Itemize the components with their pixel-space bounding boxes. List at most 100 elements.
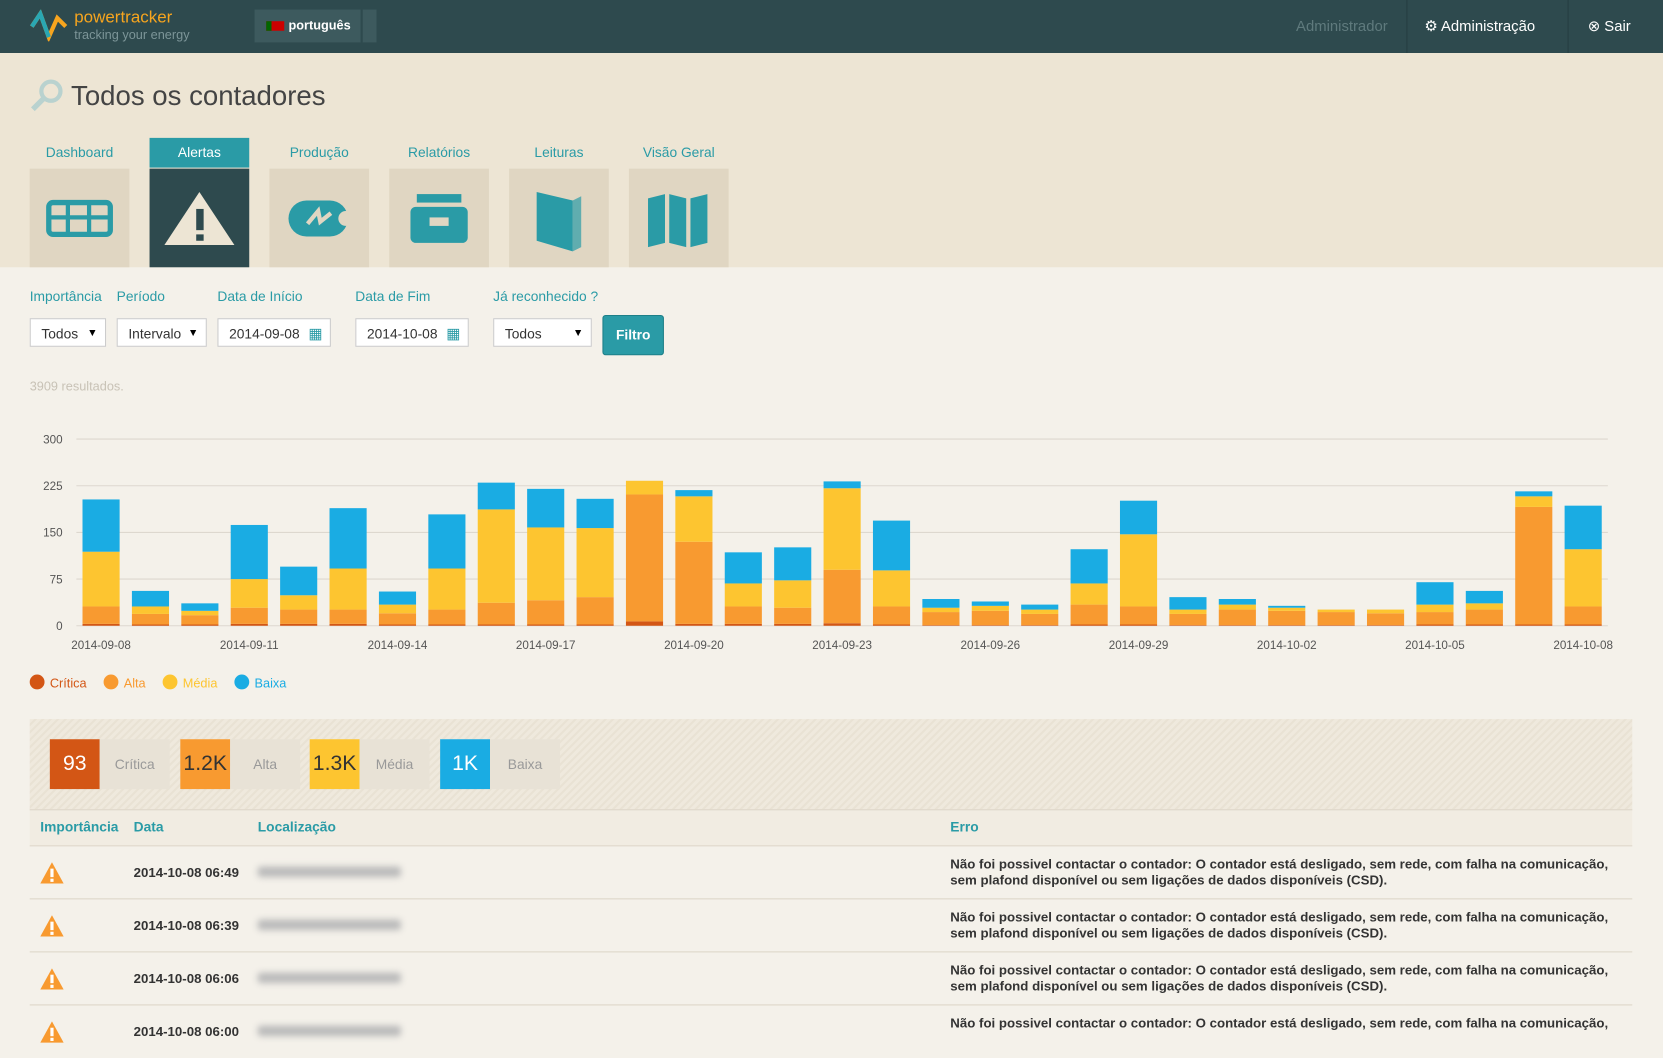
- bar-segment: [1465, 609, 1503, 625]
- calendar-icon: ▦: [308, 324, 323, 342]
- tab-icon-box[interactable]: [269, 168, 370, 268]
- tab-icon-box[interactable]: [149, 168, 250, 268]
- bar-segment: [922, 612, 960, 626]
- bar-segment: [1416, 612, 1454, 625]
- bar-segment: [1416, 604, 1454, 613]
- bar-segment: [1515, 506, 1553, 625]
- tab-label[interactable]: Relatórios: [408, 144, 471, 161]
- filter-control[interactable]: 2014-09-08 ▦: [217, 318, 331, 347]
- column-header[interactable]: Erro: [950, 818, 979, 835]
- x-tick-label: 2014-09-20: [664, 639, 724, 652]
- bar-segment: [1416, 624, 1454, 626]
- filter-label: Já reconhecido ?: [493, 288, 599, 305]
- bar-segment: [230, 579, 268, 608]
- table-row[interactable]: 2014-10-08 06:00 Não foi possivel contact…: [29, 1004, 1633, 1058]
- table-row[interactable]: 2014-10-08 06:39 Não foi possivel contact…: [29, 898, 1633, 953]
- tab-label[interactable]: Visão Geral: [642, 144, 715, 161]
- bar-segment: [181, 624, 219, 626]
- x-tick-label: 2014-10-08: [1553, 639, 1613, 652]
- column-header[interactable]: Importância: [40, 818, 119, 835]
- bar-segment: [1515, 624, 1553, 626]
- legend-swatch: [103, 674, 119, 690]
- summary-count: 1K: [440, 739, 490, 790]
- bar-segment: [1218, 609, 1256, 626]
- bar-segment: [922, 598, 960, 608]
- filter-control[interactable]: 2014-10-08 ▦: [355, 318, 469, 347]
- bar-segment: [527, 624, 565, 626]
- bar-segment: [1021, 625, 1059, 626]
- bar-segment: [1119, 606, 1158, 625]
- bar-segment: [675, 496, 713, 542]
- bar-segment: [378, 604, 417, 614]
- bar-segment: [477, 624, 515, 626]
- bar-segment: [1465, 590, 1503, 604]
- language-caret[interactable]: [362, 9, 377, 43]
- column-header[interactable]: Data: [133, 818, 164, 835]
- bar-segment: [428, 568, 466, 610]
- filter-button[interactable]: Filtro: [602, 314, 664, 356]
- column-header[interactable]: Localização: [257, 818, 336, 835]
- bar-segment: [181, 615, 219, 625]
- filter-control[interactable]: Intervalo ▼: [116, 318, 207, 347]
- results-count: 3909 resultados.: [29, 378, 124, 394]
- tab-icon-box[interactable]: [389, 168, 489, 268]
- bar-segment: [1515, 491, 1553, 497]
- divider: [1406, 0, 1408, 54]
- filter-control[interactable]: Todos ▼: [29, 318, 107, 347]
- x-tick-label: 2014-09-29: [1109, 639, 1169, 652]
- admin-link[interactable]: ⚙ Administração: [1424, 16, 1536, 34]
- bar-segment: [1070, 624, 1108, 626]
- search-icon: [31, 79, 63, 112]
- table-row[interactable]: 2014-10-08 06:49 Não foi possivel contact…: [29, 845, 1633, 900]
- filter-control[interactable]: Todos ▼: [493, 318, 592, 347]
- bar-segment: [82, 551, 120, 607]
- filter-label: Período: [116, 288, 165, 305]
- language-select[interactable]: português: [254, 9, 361, 43]
- table-header: [29, 809, 1633, 847]
- x-tick-label: 2014-09-26: [961, 639, 1021, 652]
- bar-segment: [774, 623, 812, 626]
- legend-swatch: [234, 674, 250, 690]
- table-row[interactable]: 2014-10-08 06:06 Não foi possivel contact…: [29, 951, 1633, 1006]
- bar-segment: [1169, 609, 1207, 614]
- bar-segment: [477, 509, 515, 603]
- bar-segment: [131, 624, 170, 626]
- bar-segment: [428, 609, 466, 625]
- alert-date: 2014-10-08 06:49: [133, 865, 240, 881]
- bar-segment: [477, 602, 515, 625]
- location-blurred: [257, 919, 401, 931]
- bar-segment: [724, 552, 762, 584]
- filter-value: 2014-10-08: [366, 325, 438, 342]
- alert-error: Não foi possivel contactar o contador: O…: [950, 909, 1609, 941]
- x-tick-label: 2014-10-05: [1405, 639, 1465, 652]
- warning-icon: [40, 862, 64, 884]
- tab-label[interactable]: Produção: [289, 144, 349, 161]
- x-tick-label: 2014-09-23: [812, 639, 872, 652]
- tab-label[interactable]: Alertas: [149, 137, 250, 168]
- tab-icon-box[interactable]: [509, 168, 609, 268]
- bar-segment: [1070, 549, 1108, 584]
- bar-segment: [1218, 604, 1256, 610]
- bar-segment: [576, 498, 614, 529]
- bar-segment: [527, 488, 565, 528]
- bar-segment: [280, 595, 318, 610]
- bar-segment: [576, 597, 614, 625]
- tab-label[interactable]: Leituras: [534, 144, 584, 161]
- x-tick-label: 2014-10-02: [1257, 639, 1317, 652]
- bar-segment: [971, 610, 1009, 626]
- tab-icon-box[interactable]: [628, 168, 729, 268]
- bar-segment: [1070, 604, 1108, 625]
- logo-tagline: tracking your energy: [74, 27, 190, 43]
- bar-segment: [378, 624, 417, 626]
- logout-link[interactable]: ⊗ Sair: [1587, 16, 1631, 34]
- bar-segment: [1564, 549, 1602, 607]
- tab-icon-box[interactable]: [29, 168, 130, 268]
- bar-segment: [82, 606, 120, 624]
- bar-segment: [724, 623, 762, 626]
- tab-label[interactable]: Dashboard: [45, 144, 114, 161]
- bar-segment: [82, 499, 120, 552]
- bar-segment: [1317, 625, 1355, 626]
- bar-segment: [1564, 624, 1602, 626]
- logo-name: powertracker: [74, 8, 173, 27]
- bar-segment: [774, 547, 812, 581]
